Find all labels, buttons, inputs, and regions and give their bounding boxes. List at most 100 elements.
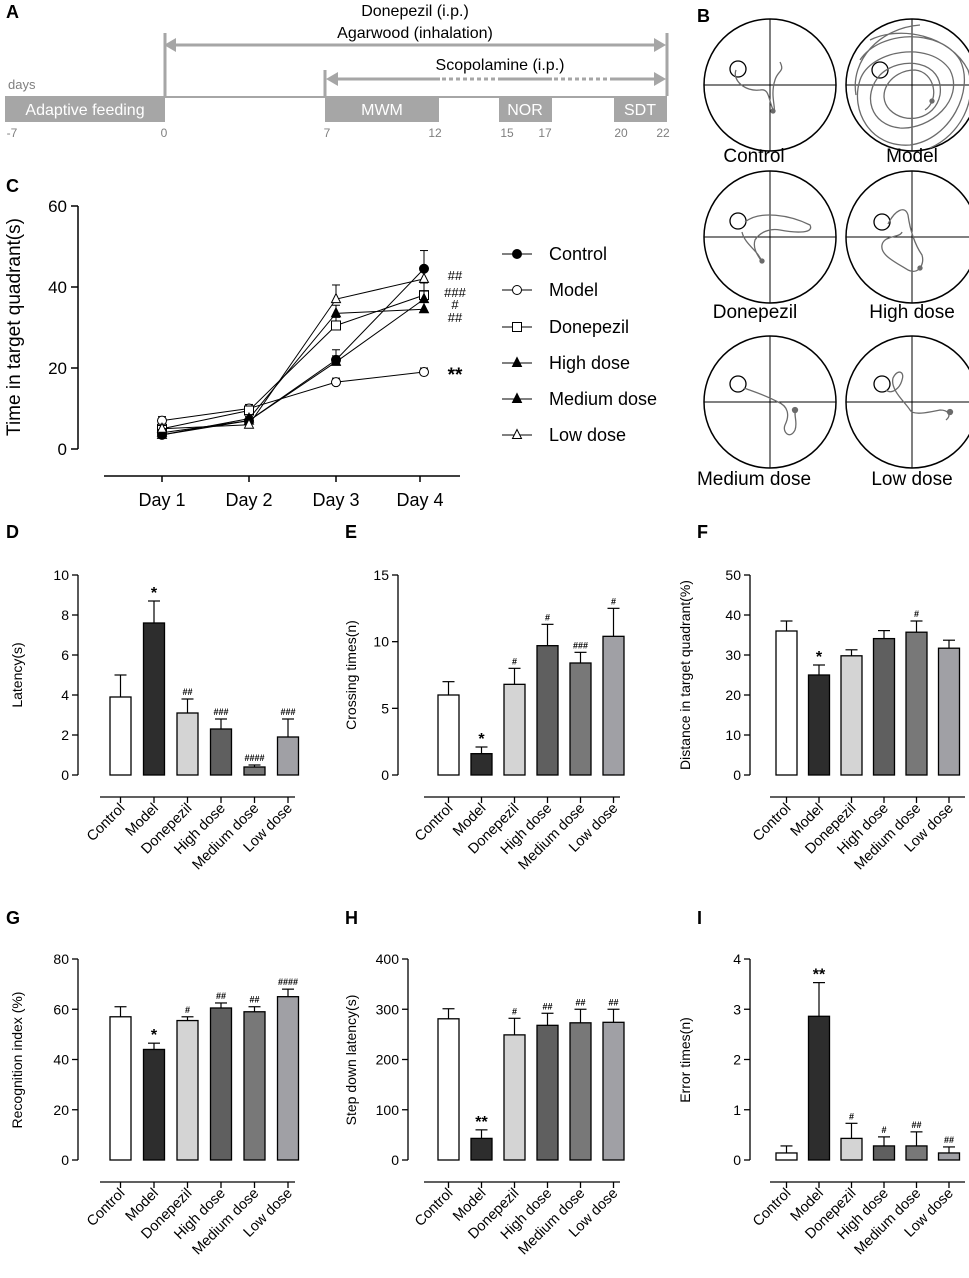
e-bar-control <box>437 694 460 776</box>
i-y-tick-label: 0 <box>733 1152 741 1168</box>
i-y-tick-label: 4 <box>733 951 741 967</box>
c-legend-marker-donepezil <box>512 322 522 332</box>
d-y-axis-label: Latency(s) <box>9 642 25 707</box>
c-point-low-dose <box>418 272 430 283</box>
i-bar-donepezil <box>840 1137 863 1161</box>
e-bar-medium-dose <box>569 662 592 776</box>
f-bar-medium-dose <box>905 631 928 776</box>
e-bar-high-dose <box>536 645 559 776</box>
f-y-tick-label: 10 <box>725 727 741 743</box>
f-bar-control <box>775 630 798 776</box>
d-annotation: ## <box>182 687 192 697</box>
c-x-tick-label: Day 3 <box>312 490 359 510</box>
segment-mwm <box>325 96 439 122</box>
panel-letter-c: C <box>6 176 19 196</box>
panel-letter-d: D <box>6 522 19 542</box>
tick-day-12: 12 <box>428 126 442 140</box>
c-y-tick-label: 60 <box>48 197 67 216</box>
f-bar-donepezil <box>840 655 863 776</box>
h-y-tick-label: 200 <box>376 1052 400 1068</box>
scopolamine-arrow-head-right <box>654 72 666 86</box>
g-bar-control <box>109 1016 132 1161</box>
e-y-tick-label: 15 <box>373 567 389 583</box>
f-y-tick-label: 20 <box>725 687 741 703</box>
g-bar-model <box>142 1048 166 1161</box>
i-bar-medium-dose <box>905 1145 928 1161</box>
g-y-tick-label: 20 <box>53 1102 69 1118</box>
c-legend-marker-high-dose <box>511 356 523 367</box>
i-bar-model <box>807 1015 831 1161</box>
d-bar-model <box>142 622 166 776</box>
c-annotation: ## <box>448 310 463 325</box>
panel-letter-h: H <box>345 908 358 928</box>
i-bar-high-dose <box>872 1145 896 1161</box>
g-bar-medium-dose <box>243 1011 266 1161</box>
tick-day-15: 15 <box>500 126 514 140</box>
i-annotation: ## <box>911 1120 921 1130</box>
trajectory-label-medium-dose: Medium dose <box>697 469 811 490</box>
h-bar-donepezil <box>503 1034 526 1161</box>
c-series-line-donepezil <box>161 294 425 430</box>
d-annotation: #### <box>244 753 264 763</box>
h-annotation: ** <box>475 1114 488 1131</box>
d-bar-low-dose <box>276 736 300 776</box>
c-annotation: # <box>451 297 459 312</box>
c-point-high-dose <box>418 302 430 314</box>
line-chart-c: 0 20 40 60 Day 1 Day 2 Day 3 Day 4 Time in targe… <box>4 197 657 510</box>
f-bar-high-dose <box>872 637 896 776</box>
c-legend-label-high-dose: High dose <box>549 353 630 373</box>
d-bar-control <box>109 696 132 776</box>
e-annotation: * <box>478 731 485 748</box>
e-bar-donepezil <box>503 683 526 776</box>
panel-letter-i: I <box>697 908 702 928</box>
e-bar-model <box>470 753 493 776</box>
e-annotation: # <box>545 612 550 622</box>
c-legend-label-model: Model <box>549 280 598 300</box>
h-y-tick-label: 100 <box>376 1102 400 1118</box>
g-annotation: ## <box>249 995 259 1005</box>
f-y-tick-label: 30 <box>725 647 741 663</box>
h-annotation: # <box>512 1006 517 1016</box>
scopolamine-arrow-head-left <box>326 72 338 86</box>
h-y-axis-label: Step down latency(s) <box>343 995 359 1126</box>
e-y-tick-label: 10 <box>373 634 389 650</box>
c-point-model <box>331 377 341 388</box>
c-legend-label-donepezil: Donepezil <box>549 317 629 337</box>
h-y-tick-label: 0 <box>391 1152 399 1168</box>
g-annotation: #### <box>278 977 298 987</box>
i-bar-low-dose <box>937 1152 961 1161</box>
g-bar-donepezil <box>176 1019 199 1161</box>
trajectory-low-dose <box>845 335 969 469</box>
i-y-tick-label: 2 <box>733 1052 741 1068</box>
tick-day-minus-7: -7 <box>7 126 18 140</box>
i-annotation: ** <box>813 967 826 984</box>
panel-letter-b: B <box>697 6 710 26</box>
tick-day-0: 0 <box>161 126 168 140</box>
f-x-tick-label: Control <box>750 801 794 845</box>
h-annotation: ## <box>542 1001 552 1011</box>
i-annotation: # <box>881 1125 886 1135</box>
h-bar-low-dose <box>602 1021 625 1161</box>
g-bar-high-dose <box>209 1007 233 1161</box>
i-y-axis-label: Error times(n) <box>677 1017 693 1103</box>
segment-sdt <box>614 96 667 122</box>
trajectory-medium-dose <box>703 335 837 469</box>
f-bar-model <box>807 674 831 776</box>
e-bar-low-dose <box>602 635 625 776</box>
h-y-tick-label: 400 <box>376 951 400 967</box>
c-point-high-dose <box>330 306 342 318</box>
g-y-tick-label: 0 <box>61 1152 69 1168</box>
g-annotation: # <box>185 1005 190 1015</box>
c-annotation: ## <box>448 268 463 283</box>
g-y-tick-label: 40 <box>53 1052 69 1068</box>
treatment-line-1: Donepezil (i.p.) <box>361 3 469 20</box>
e-annotation: # <box>611 596 616 606</box>
segment-nor <box>499 96 552 122</box>
tick-day-7: 7 <box>324 126 331 140</box>
trajectory-panel: Control Model Donepezil High dose Medium… <box>697 18 969 490</box>
segment-mwm-label: MWM <box>361 102 403 119</box>
